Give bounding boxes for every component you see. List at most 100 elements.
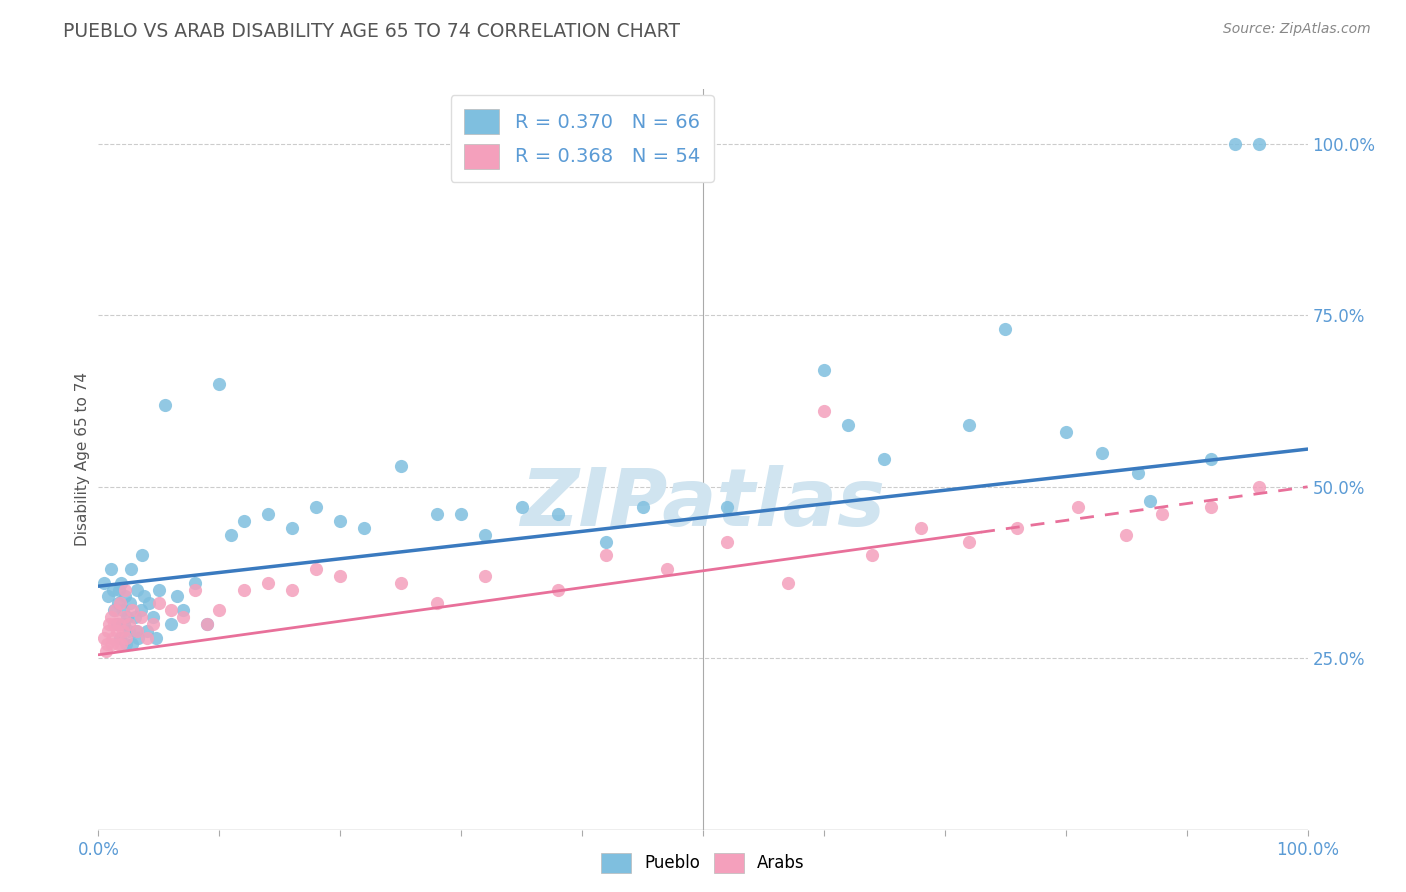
Point <box>172 603 194 617</box>
Point <box>134 590 156 604</box>
Point <box>957 534 980 549</box>
Point <box>111 624 134 638</box>
Point <box>208 376 231 391</box>
Point <box>776 575 799 590</box>
Point <box>105 624 128 638</box>
Point <box>112 610 135 624</box>
Point <box>127 582 149 597</box>
Point <box>195 616 218 631</box>
Point <box>148 582 170 597</box>
Point <box>118 624 141 638</box>
Point <box>100 610 122 624</box>
Point <box>103 616 125 631</box>
Point <box>160 603 183 617</box>
Point <box>305 500 328 515</box>
Point <box>1152 507 1174 521</box>
Point <box>93 631 115 645</box>
Point <box>353 521 375 535</box>
Point <box>329 514 352 528</box>
Point <box>148 596 170 610</box>
Point <box>142 616 165 631</box>
Point <box>305 562 328 576</box>
Point <box>426 596 449 610</box>
Point <box>135 631 157 645</box>
Point <box>101 582 124 597</box>
Point <box>195 616 218 631</box>
Point <box>184 575 207 590</box>
Point <box>547 507 569 521</box>
Point <box>1007 521 1029 535</box>
Point <box>100 562 122 576</box>
Point <box>104 603 127 617</box>
Point <box>256 507 278 521</box>
Point <box>716 534 738 549</box>
Point <box>142 610 165 624</box>
Point <box>474 569 496 583</box>
Point <box>1249 136 1271 151</box>
Point <box>160 616 183 631</box>
Point <box>114 590 136 604</box>
Point <box>1115 528 1137 542</box>
Point <box>232 582 254 597</box>
Point <box>107 637 129 651</box>
Point <box>1067 500 1090 515</box>
Point <box>118 596 141 610</box>
Point <box>184 582 207 597</box>
Point <box>221 528 243 542</box>
Point <box>595 534 617 549</box>
Point <box>100 637 122 651</box>
Point <box>860 549 883 563</box>
Point <box>166 590 188 604</box>
Point <box>105 616 128 631</box>
Text: PUEBLO VS ARAB DISABILITY AGE 65 TO 74 CORRELATION CHART: PUEBLO VS ARAB DISABILITY AGE 65 TO 74 C… <box>63 22 681 41</box>
Legend: Pueblo, Arabs: Pueblo, Arabs <box>595 847 811 880</box>
Point <box>131 549 153 563</box>
Point <box>96 637 118 651</box>
Point <box>232 514 254 528</box>
Point <box>110 575 132 590</box>
Point <box>129 610 152 624</box>
Point <box>1223 136 1246 151</box>
Point <box>125 624 148 638</box>
Point <box>957 418 980 433</box>
Point <box>389 459 412 474</box>
Point <box>121 603 143 617</box>
Point <box>98 616 121 631</box>
Legend: R = 0.370   N = 66, R = 0.368   N = 54: R = 0.370 N = 66, R = 0.368 N = 54 <box>450 95 714 182</box>
Point <box>93 575 115 590</box>
Point <box>124 610 146 624</box>
Point <box>1199 452 1222 467</box>
Point <box>450 507 472 521</box>
Point <box>112 616 135 631</box>
Point <box>172 610 194 624</box>
Point <box>281 521 304 535</box>
Point <box>135 624 157 638</box>
Text: ZIPatlas: ZIPatlas <box>520 465 886 543</box>
Point <box>108 616 131 631</box>
Point <box>208 603 231 617</box>
Point <box>94 644 117 658</box>
Point <box>118 616 141 631</box>
Point <box>547 582 569 597</box>
Point <box>108 582 131 597</box>
Point <box>1139 493 1161 508</box>
Point <box>813 404 835 418</box>
Point <box>474 528 496 542</box>
Point <box>97 590 120 604</box>
Point <box>103 603 125 617</box>
Point <box>108 596 131 610</box>
Point <box>813 363 835 377</box>
Point <box>115 637 138 651</box>
Point <box>138 596 160 610</box>
Point <box>1054 425 1077 439</box>
Point <box>129 603 152 617</box>
Point <box>716 500 738 515</box>
Point <box>127 631 149 645</box>
Y-axis label: Disability Age 65 to 74: Disability Age 65 to 74 <box>75 372 90 547</box>
Point <box>329 569 352 583</box>
Point <box>994 322 1017 336</box>
Point <box>101 631 124 645</box>
Point <box>1091 445 1114 459</box>
Point <box>510 500 533 515</box>
Point <box>117 610 139 624</box>
